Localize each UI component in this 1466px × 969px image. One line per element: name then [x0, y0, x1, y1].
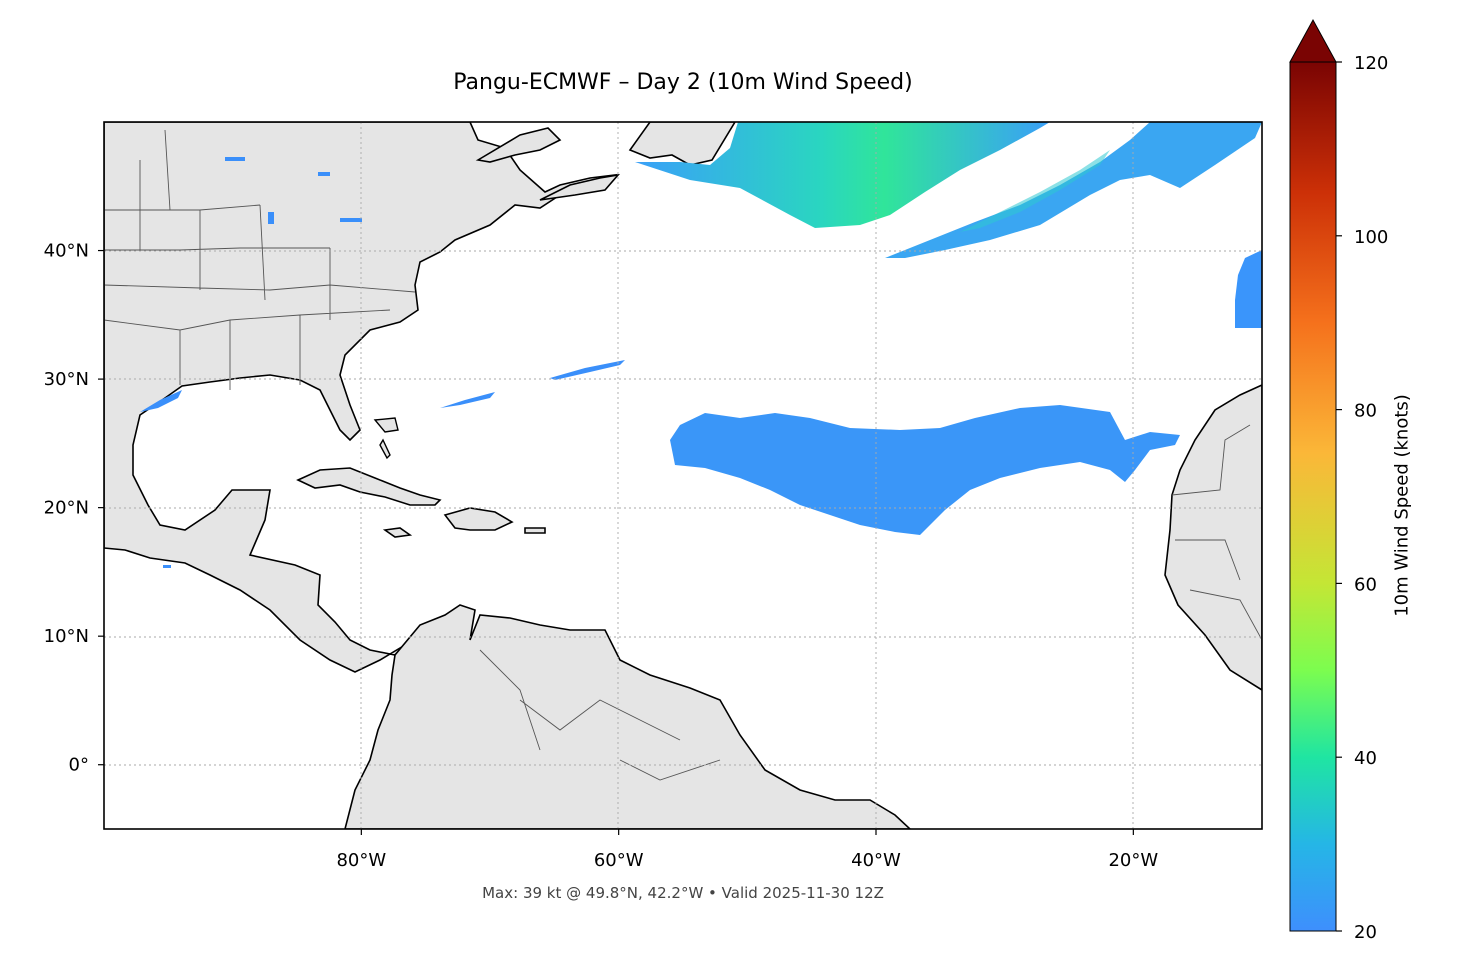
lat-tick-label: 10°N — [44, 626, 89, 647]
latitude-ticks: 40°N 30°N 20°N 10°N 0° — [44, 241, 104, 776]
colorbar-label: 10m Wind Speed (knots) — [1391, 394, 1413, 617]
land-south-america — [344, 604, 912, 829]
state-borders — [104, 129, 1262, 781]
land-nova-scotia — [539, 173, 621, 201]
map-area — [104, 122, 1262, 829]
lon-tick-label: 60°W — [594, 850, 644, 871]
wind-jet-west — [635, 122, 1050, 228]
land-cuba — [296, 467, 442, 506]
colorbar-tick-label: 120 — [1354, 53, 1388, 74]
land-north-america — [104, 122, 618, 673]
land-bahamas — [373, 417, 399, 460]
colorbar-tick-label: 100 — [1354, 227, 1388, 248]
longitude-ticks: 80°W 60°W 40°W 20°W — [336, 829, 1158, 871]
lon-tick-label: 80°W — [336, 850, 386, 871]
graticule — [104, 122, 1262, 829]
wind-lakes-speckle — [163, 157, 362, 568]
colorbar-tick-label: 20 — [1354, 922, 1377, 943]
lat-tick-label: 20°N — [44, 498, 89, 519]
land-labrador — [628, 122, 736, 166]
lat-tick-label: 30°N — [44, 369, 89, 390]
colorbar-tick-label: 60 — [1354, 574, 1377, 595]
wind-gulf-streak — [140, 390, 182, 412]
lon-tick-label: 40°W — [851, 850, 901, 871]
colorbar: 20 40 60 80 100 120 — [1289, 18, 1388, 943]
lon-tick-label: 20°W — [1108, 850, 1158, 871]
land-africa — [1164, 384, 1262, 691]
land-jamaica — [382, 527, 413, 538]
land-newfoundland — [475, 127, 562, 163]
colorbar-tick-label: 80 — [1354, 401, 1377, 422]
wind-small-streak-1 — [550, 360, 625, 380]
lat-tick-label: 40°N — [44, 241, 89, 262]
land-hispaniola — [443, 507, 514, 531]
wind-iberia — [1235, 250, 1262, 328]
map-footer: Max: 39 kt @ 49.8°N, 42.2°W • Valid 2025… — [482, 884, 884, 902]
land-puerto-rico — [524, 527, 546, 534]
wind-small-streak-2 — [440, 392, 495, 408]
lat-tick-label: 0° — [69, 755, 89, 776]
colorbar-ramp — [1289, 61, 1337, 932]
map-title: Pangu-ECMWF – Day 2 (10m Wind Speed) — [453, 70, 913, 95]
colorbar-tick-label: 40 — [1354, 748, 1377, 769]
colorbar-ticks: 20 40 60 80 100 120 — [1336, 53, 1388, 943]
map-frame — [103, 121, 1263, 830]
wind-trades — [670, 405, 1180, 535]
colorbar-extend-arrow — [1289, 18, 1337, 63]
